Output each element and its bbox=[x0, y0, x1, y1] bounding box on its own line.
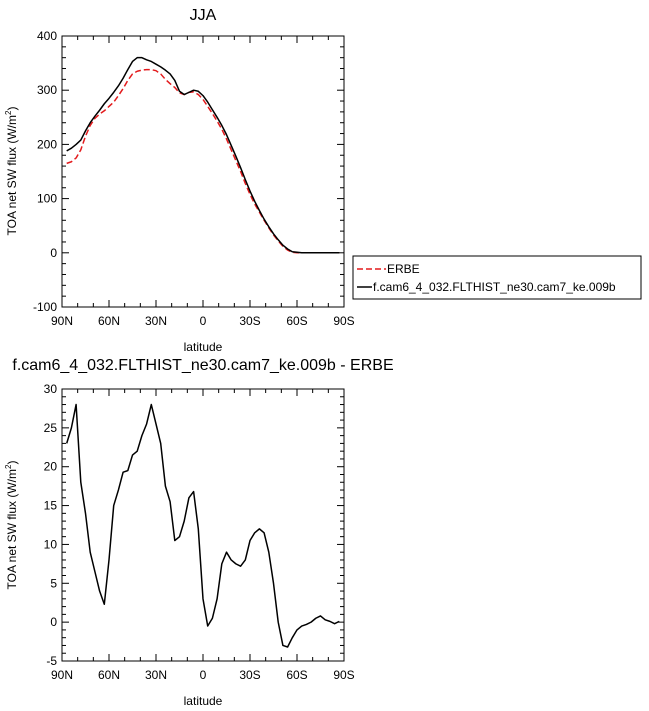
top-x-tick-label: 30S bbox=[239, 314, 260, 328]
legend: ERBE f.cam6_4_032.FLTHIST_ne30.cam7_ke.0… bbox=[352, 255, 642, 300]
bottom-x-tick-label: 60N bbox=[98, 668, 120, 682]
bottom-x-tick-label: 30S bbox=[239, 668, 260, 682]
top-y-tick-label: 0 bbox=[50, 246, 57, 260]
top-panel: JJA 90N 60N 30N 0 30S 60S 90S -100 0 100 200 300 400… bbox=[4, 7, 355, 354]
bottom-y-tick-label: 25 bbox=[44, 421, 58, 435]
top-plot-frame bbox=[61, 35, 345, 308]
top-x-tick-label: 30N bbox=[145, 314, 167, 328]
legend-erbe-label: ERBE bbox=[387, 262, 420, 276]
legend-model-label: f.cam6_4_032.FLTHIST_ne30.cam7_ke.009b bbox=[373, 280, 616, 294]
top-y-tick-label: 300 bbox=[37, 83, 57, 97]
top-y-axis-label-end: ) bbox=[5, 107, 19, 111]
bottom-y-tick-label: 30 bbox=[44, 382, 58, 396]
bottom-x-tick-label: 90S bbox=[333, 668, 354, 682]
bottom-y-axis-label-sup: 2 bbox=[4, 464, 13, 469]
bottom-y-tick-label: 0 bbox=[50, 615, 57, 629]
bottom-y-tick-label: 5 bbox=[50, 576, 57, 590]
bottom-panel-title: f.cam6_4_032.FLTHIST_ne30.cam7_ke.009b -… bbox=[12, 357, 393, 374]
top-series-line-1 bbox=[66, 56, 340, 254]
top-y-tick-label: 100 bbox=[37, 192, 57, 206]
bottom-y-tick-label: -5 bbox=[46, 654, 57, 668]
bottom-y-tick-label: 15 bbox=[44, 499, 58, 513]
bottom-panel: f.cam6_4_032.FLTHIST_ne30.cam7_ke.009b -… bbox=[4, 357, 394, 708]
legend-box bbox=[352, 255, 642, 300]
bottom-y-tick-label: 10 bbox=[44, 537, 58, 551]
bottom-y-tick-label: 20 bbox=[44, 460, 58, 474]
bottom-series-line-0 bbox=[65, 403, 340, 648]
bottom-x-tick-label: 0 bbox=[200, 668, 207, 682]
bottom-y-axis-label-end: ) bbox=[5, 461, 19, 465]
top-x-tick-label: 0 bbox=[200, 314, 207, 328]
bottom-x-tick-label: 30N bbox=[145, 668, 167, 682]
bottom-x-tick-label: 60S bbox=[286, 668, 307, 682]
top-series-line-0 bbox=[66, 68, 340, 254]
top-series-layer bbox=[66, 56, 340, 254]
bottom-y-axis-label: TOA net SW flux (W/m2) bbox=[4, 461, 19, 590]
top-ticks-layer: 90N 60N 30N 0 30S 60S 90S -100 0 100 200 300 400 bbox=[33, 29, 355, 328]
bottom-x-tick-label: 90N bbox=[51, 668, 73, 682]
top-y-tick-label: -100 bbox=[33, 300, 57, 314]
top-y-axis-label-main: TOA net SW flux (W/m bbox=[5, 115, 19, 235]
bottom-ticks-layer: 90N 60N 30N 0 30S 60S 90S -5 0 5 10 15 20 25 30 bbox=[44, 382, 355, 682]
top-x-tick-label: 60N bbox=[98, 314, 120, 328]
top-y-axis-label-sup: 2 bbox=[4, 110, 13, 115]
bottom-x-axis-label: latitude bbox=[184, 694, 223, 708]
bottom-plot-frame bbox=[61, 388, 345, 662]
top-x-tick-label: 60S bbox=[286, 314, 307, 328]
bottom-y-axis-label-main: TOA net SW flux (W/m bbox=[5, 469, 19, 589]
top-y-axis-label: TOA net SW flux (W/m2) bbox=[4, 107, 19, 236]
top-x-tick-label: 90N bbox=[51, 314, 73, 328]
bottom-series-layer bbox=[65, 403, 340, 648]
top-y-tick-label: 200 bbox=[37, 137, 57, 151]
top-panel-title: JJA bbox=[190, 7, 217, 24]
top-x-tick-label: 90S bbox=[333, 314, 354, 328]
top-y-tick-label: 400 bbox=[37, 29, 57, 43]
top-x-axis-label: latitude bbox=[184, 340, 223, 354]
